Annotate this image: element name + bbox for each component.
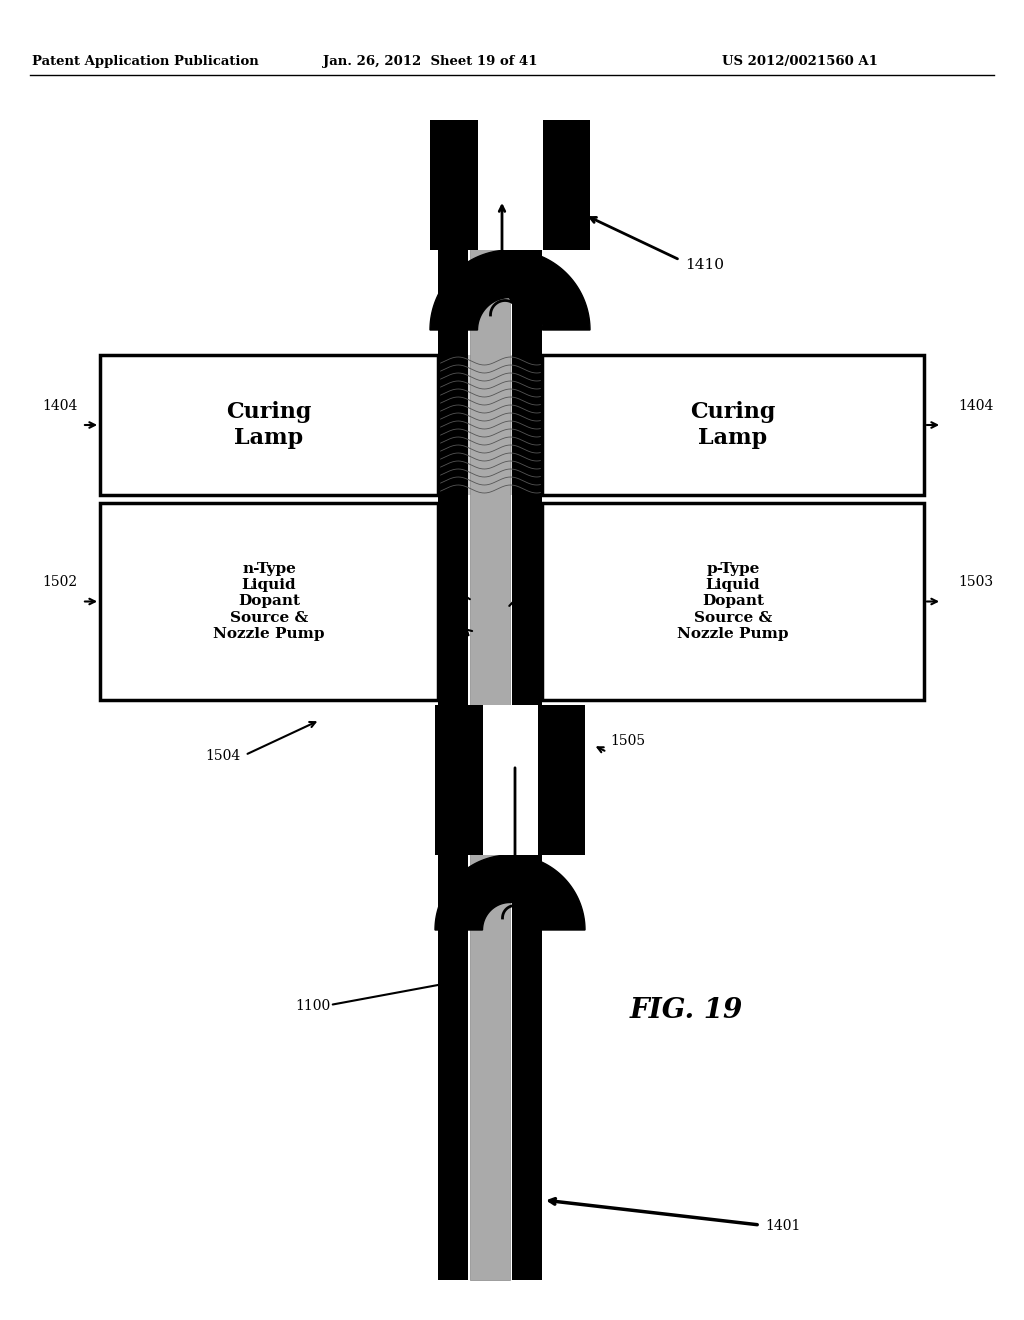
Bar — [478, 120, 543, 249]
Bar — [542, 355, 924, 495]
Text: Curing
Lamp: Curing Lamp — [226, 401, 311, 449]
Text: 1100: 1100 — [295, 999, 331, 1012]
Polygon shape — [517, 527, 542, 676]
Bar — [483, 705, 538, 855]
Text: 1505: 1505 — [610, 734, 645, 748]
Polygon shape — [430, 249, 590, 330]
Bar — [542, 120, 590, 249]
Bar — [100, 355, 438, 495]
Text: FIG. 19: FIG. 19 — [630, 997, 743, 1023]
Text: n-Type
Liquid
Dopant
Source &
Nozzle Pump: n-Type Liquid Dopant Source & Nozzle Pum… — [213, 562, 325, 642]
Text: 1503: 1503 — [958, 576, 993, 590]
Bar — [537, 705, 585, 855]
Bar — [430, 120, 478, 249]
Text: Patent Application Publication: Patent Application Publication — [32, 55, 258, 69]
Text: 1502: 1502 — [42, 576, 78, 590]
Polygon shape — [438, 527, 463, 676]
Text: 1404: 1404 — [958, 399, 993, 413]
Bar — [100, 503, 438, 700]
Polygon shape — [435, 855, 585, 931]
Text: 1404: 1404 — [42, 399, 78, 413]
Bar — [435, 705, 483, 855]
Bar — [438, 120, 468, 1280]
Bar — [542, 503, 924, 700]
Text: 1410: 1410 — [685, 257, 724, 272]
Text: US 2012/0021560 A1: US 2012/0021560 A1 — [722, 55, 878, 69]
Text: Jan. 26, 2012  Sheet 19 of 41: Jan. 26, 2012 Sheet 19 of 41 — [323, 55, 538, 69]
Bar — [512, 120, 542, 1280]
Text: p-Type
Liquid
Dopant
Source &
Nozzle Pump: p-Type Liquid Dopant Source & Nozzle Pum… — [677, 562, 788, 642]
Text: 1504: 1504 — [205, 748, 241, 763]
Bar — [470, 120, 510, 1280]
Text: 1401: 1401 — [765, 1218, 801, 1233]
Bar — [438, 355, 542, 495]
Text: Curing
Lamp: Curing Lamp — [690, 401, 776, 449]
